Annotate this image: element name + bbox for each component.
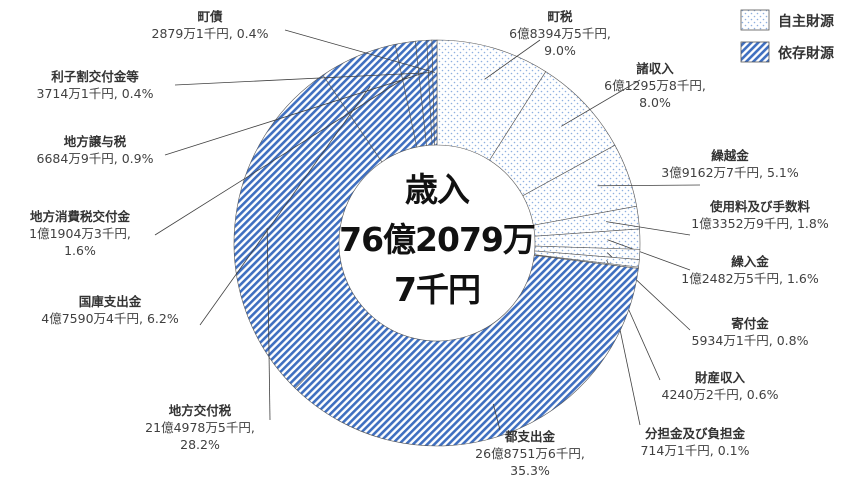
leader-line [606, 221, 691, 236]
data-label: 使用料及び手数料 1億3352万9千円, 1.8% [660, 198, 859, 232]
leader-line [607, 239, 691, 271]
data-label: 繰入金 1億2482万5千円, 1.6% [650, 253, 850, 287]
donut-segment [431, 39, 438, 146]
data-label: 財産収入 4240万2千円, 0.6% [620, 369, 820, 403]
value-label: 1億2482万5千円, 1.6% [681, 271, 819, 286]
category-label: 国庫支出金 [78, 294, 142, 309]
category-label: 財産収入 [694, 370, 745, 385]
data-label: 利子割交付金等 3714万1千円, 0.4% [0, 68, 195, 102]
value-label: 5934万1千円, 0.8% [691, 333, 809, 348]
leader-line [266, 228, 271, 421]
value-label: 3億9162万7千円, 5.1% [661, 165, 799, 180]
category-label: 繰入金 [731, 254, 769, 269]
category-label: 地方交付税 [168, 403, 232, 418]
data-label: 繰越金 3億9162万7千円, 5.1% [630, 147, 830, 181]
leader-line [154, 74, 411, 236]
legend-swatch [740, 41, 770, 63]
donut-segment [233, 74, 383, 389]
leader-line [484, 39, 541, 80]
data-label: 地方譲与税 6684万9千円, 0.9% [0, 133, 195, 167]
category-label: 分担金及び負担金 [644, 426, 745, 441]
category-label: 地方譲与税 [63, 134, 127, 149]
category-label: 都支出金 [504, 429, 555, 444]
leader-line [561, 79, 641, 127]
value-label: 4億7590万4千円, 6.2% [41, 311, 179, 326]
category-label: 町債 [197, 9, 223, 24]
value-label: 26億8751万6千円, 35.3% [475, 446, 585, 478]
leader-line [492, 403, 501, 431]
value-label: 3714万1千円, 0.4% [36, 86, 154, 101]
data-label: 国庫支出金 4億7590万4千円, 6.2% [10, 293, 210, 327]
value-label: 6684万9千円, 0.9% [36, 151, 154, 166]
data-label: 諸収入 6億1295万8千円, 8.0% [555, 60, 755, 111]
category-label: 町税 [547, 9, 573, 24]
value-label: 1億3352万9千円, 1.8% [691, 216, 829, 231]
value-label: 714万1千円, 0.1% [640, 443, 750, 458]
category-label: 繰越金 [711, 148, 749, 163]
data-label: 分担金及び負担金 714万1千円, 0.1% [595, 425, 795, 459]
legend-swatch [740, 9, 770, 31]
value-label: 6億8394万5千円, 9.0% [509, 26, 611, 58]
data-label: 地方消費税交付金 1億1904万3千円, 1.6% [0, 208, 180, 259]
category-label: 利子割交付金等 [51, 69, 139, 84]
category-label: 使用料及び手数料 [709, 199, 810, 214]
leader-line [284, 29, 435, 73]
data-label: 地方交付税 21億4978万5千円, 28.2% [100, 402, 300, 453]
data-label: 都支出金 26億8751万6千円, 35.3% [430, 428, 630, 479]
category-label: 地方消費税交付金 [29, 209, 130, 224]
leader-line [174, 72, 431, 86]
value-label: 4240万2千円, 0.6% [661, 387, 779, 402]
value-label: 2879万1千円, 0.4% [151, 26, 269, 41]
leader-line [199, 85, 371, 326]
value-label: 21億4978万5千円, 28.2% [145, 420, 255, 452]
category-label: 寄付金 [731, 316, 769, 331]
value-label: 1億1904万3千円, 1.6% [29, 226, 131, 258]
data-label: 町税 6億8394万5千円, 9.0% [460, 8, 660, 59]
donut-segment [294, 254, 639, 447]
category-label: 諸収入 [636, 61, 674, 76]
data-label: 寄付金 5934万1千円, 0.8% [650, 315, 850, 349]
leader-line [597, 184, 701, 187]
legend-label: 依存財源 [778, 46, 834, 62]
center-label: 歳入 76億2079万 7千円 [339, 170, 536, 309]
legend-label: 自主財源 [778, 14, 834, 30]
value-label: 6億1295万8千円, 8.0% [604, 78, 706, 110]
leader-line [164, 72, 424, 156]
data-label: 町債 2879万1千円, 0.4% [110, 8, 310, 42]
